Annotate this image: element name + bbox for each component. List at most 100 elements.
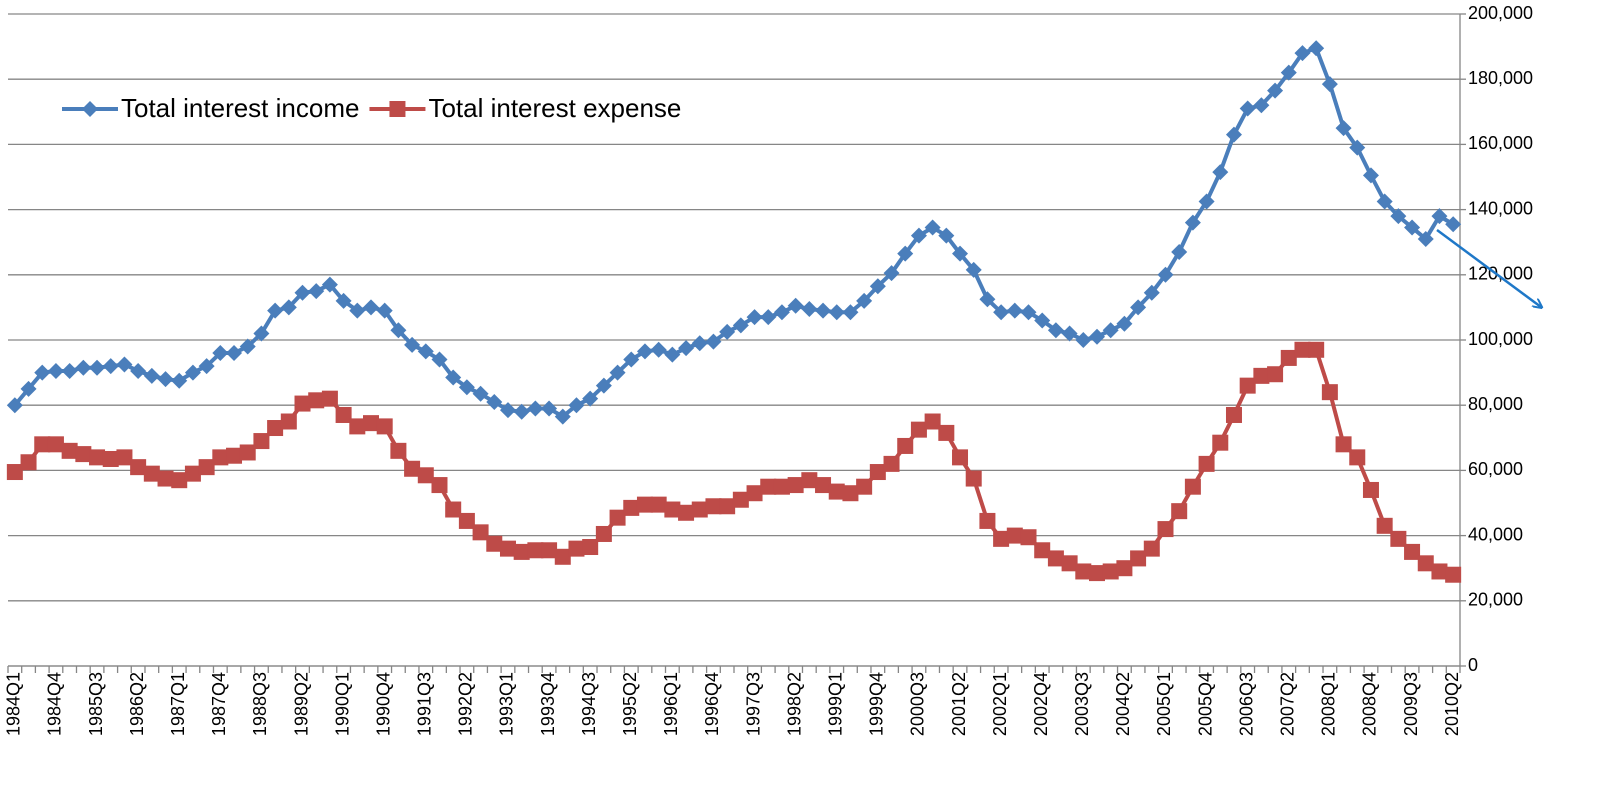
marker <box>1280 349 1297 366</box>
marker <box>308 392 325 409</box>
marker <box>732 491 749 508</box>
marker <box>157 371 174 388</box>
marker <box>1184 478 1201 495</box>
marker <box>1349 449 1366 466</box>
marker <box>1102 563 1119 580</box>
marker <box>6 464 23 481</box>
marker <box>102 358 119 375</box>
x-tick-label: 2005Q1 <box>1154 672 1174 736</box>
marker <box>1157 266 1174 283</box>
x-tick-label: 2000Q3 <box>908 672 928 736</box>
marker <box>623 351 640 368</box>
x-tick-label: 1987Q1 <box>168 672 188 736</box>
x-tick-label: 1992Q2 <box>456 672 476 736</box>
marker <box>472 524 489 541</box>
x-tick-label: 2008Q4 <box>1360 672 1380 736</box>
marker <box>705 498 722 515</box>
marker <box>527 542 544 559</box>
marker <box>499 402 516 419</box>
marker <box>1376 517 1393 534</box>
marker <box>1362 167 1379 184</box>
marker <box>636 496 653 513</box>
marker <box>856 478 873 495</box>
marker <box>541 400 558 417</box>
x-tick-label: 2010Q2 <box>1442 672 1462 736</box>
marker <box>1006 302 1023 319</box>
marker <box>1143 540 1160 557</box>
x-tick-label: 1995Q2 <box>620 672 640 736</box>
legend-label: Total interest expense <box>428 93 681 123</box>
marker <box>1157 521 1174 538</box>
marker <box>1308 40 1325 57</box>
marker <box>1294 45 1311 62</box>
marker <box>1225 126 1242 143</box>
marker <box>34 364 51 381</box>
marker <box>239 338 256 355</box>
marker <box>595 377 612 394</box>
y-tick-label: 80,000 <box>1468 394 1523 414</box>
marker <box>691 501 708 518</box>
marker <box>47 362 64 379</box>
marker <box>198 459 215 476</box>
marker <box>924 413 941 430</box>
marker <box>1417 555 1434 572</box>
y-tick-label: 0 <box>1468 655 1478 675</box>
marker <box>1404 219 1421 236</box>
marker <box>116 449 133 466</box>
x-tick-label: 1988Q3 <box>250 672 270 736</box>
marker <box>993 530 1010 547</box>
marker <box>404 336 421 353</box>
marker <box>34 436 51 453</box>
x-tick-label: 1996Q4 <box>702 672 722 736</box>
x-tick-label: 2005Q4 <box>1195 672 1215 736</box>
marker <box>582 539 599 556</box>
marker <box>678 340 695 357</box>
marker <box>1362 481 1379 498</box>
x-tick-label: 1989Q2 <box>291 672 311 736</box>
marker <box>294 284 311 301</box>
marker <box>1267 82 1284 99</box>
x-tick-label: 1993Q1 <box>497 672 517 736</box>
marker <box>1212 164 1229 181</box>
y-tick-label: 60,000 <box>1468 459 1523 479</box>
marker <box>801 301 818 318</box>
marker <box>143 465 160 482</box>
marker <box>6 397 23 414</box>
marker <box>1171 503 1188 520</box>
marker <box>787 477 804 494</box>
marker <box>650 341 667 358</box>
marker <box>828 483 845 500</box>
marker <box>1239 100 1256 117</box>
marker <box>554 548 571 565</box>
marker <box>965 470 982 487</box>
marker <box>1143 284 1160 301</box>
marker <box>664 501 681 518</box>
series-line <box>13 46 1455 419</box>
marker <box>1253 367 1270 384</box>
annotation-arrow <box>1436 228 1541 307</box>
marker <box>746 309 763 326</box>
marker <box>239 444 256 461</box>
marker <box>1198 455 1215 472</box>
marker <box>267 420 284 437</box>
marker <box>1006 527 1023 544</box>
marker <box>815 302 832 319</box>
marker <box>445 501 462 518</box>
marker <box>349 302 366 319</box>
marker <box>623 499 640 516</box>
marker <box>472 385 489 402</box>
legend-label: Total interest income <box>121 93 359 123</box>
marker <box>1075 332 1092 348</box>
marker <box>568 397 585 414</box>
marker <box>1308 341 1325 358</box>
marker <box>390 322 407 339</box>
marker <box>1431 208 1448 225</box>
x-tick-label: 1990Q1 <box>332 672 352 736</box>
x-tick-label: 1987Q4 <box>209 672 229 736</box>
x-tick-label: 1996Q1 <box>661 672 681 736</box>
marker <box>1335 436 1352 453</box>
x-tick-label: 1984Q4 <box>45 672 65 736</box>
marker <box>417 343 434 360</box>
marker <box>636 343 653 360</box>
